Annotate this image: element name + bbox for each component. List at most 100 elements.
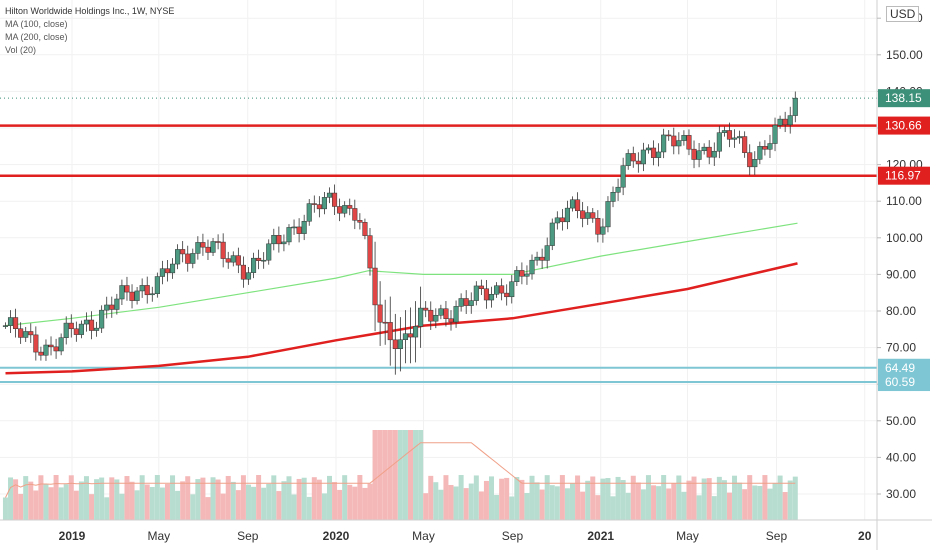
candle-body — [529, 259, 535, 275]
level-tag-text: 60.59 — [885, 375, 915, 389]
volume-bar — [575, 475, 581, 520]
volume-bar — [276, 491, 282, 520]
candle-body — [433, 314, 439, 322]
candle-body — [311, 203, 317, 205]
symbol-title[interactable]: Hilton Worldwide Holdings Inc., 1W, NYSE — [5, 6, 175, 16]
volume-bar — [407, 430, 413, 520]
volume-bar — [534, 482, 540, 520]
candle-body — [169, 263, 176, 274]
candle-body — [124, 285, 130, 293]
volume-bar — [326, 475, 332, 520]
candle-body — [509, 281, 515, 298]
volume-bar — [686, 480, 692, 520]
price-axis[interactable]: 30.0040.0050.0060.0070.0080.0090.00100.0… — [876, 0, 923, 550]
volume-bar — [711, 496, 717, 520]
candle-body — [544, 245, 550, 261]
volume-bar — [291, 494, 297, 520]
volume-bar — [225, 475, 231, 520]
volume-bar — [666, 488, 672, 520]
candle-body — [261, 259, 267, 262]
ma100-label[interactable]: MA (100, close) — [5, 19, 68, 29]
candle-body — [7, 317, 14, 326]
volume-bar — [387, 430, 393, 520]
candle-body — [321, 197, 327, 210]
candle-body — [630, 153, 636, 162]
volume-bar — [195, 479, 201, 520]
volume-bar — [539, 489, 545, 520]
volume-bar — [524, 492, 530, 520]
x-tick-label: 2019 — [59, 529, 86, 543]
volume-bar — [661, 475, 667, 520]
currency-selector[interactable]: USD — [886, 6, 920, 22]
candle-body — [397, 339, 403, 350]
volume-bar — [134, 490, 140, 520]
volume-bar — [640, 489, 646, 520]
volume-bar — [428, 475, 434, 520]
volume-bar — [615, 476, 621, 520]
volume-bar — [423, 493, 429, 520]
x-tick-label: Sep — [766, 529, 788, 543]
candle-body — [2, 325, 9, 327]
candle-body — [559, 217, 565, 223]
volume-bar — [372, 430, 378, 520]
time-axis[interactable]: 2019 May Sep 2020 May Sep 2021 May Sep 20 — [0, 519, 932, 543]
volume-bar — [645, 475, 651, 520]
y-tick-label: 70.00 — [886, 341, 916, 355]
candle-body — [494, 285, 500, 295]
candle-body — [88, 319, 95, 331]
volume-bar — [433, 482, 439, 520]
candle-body — [180, 249, 186, 255]
candle-body — [564, 207, 571, 223]
volume-bar — [89, 494, 95, 520]
ma200-label[interactable]: MA (200, close) — [5, 32, 68, 42]
candle-body — [256, 257, 262, 261]
candle-body — [407, 333, 414, 338]
volume-bar — [240, 475, 246, 520]
candle-body — [661, 134, 667, 153]
candle-body — [721, 130, 727, 133]
candle-body — [99, 309, 105, 329]
candle-body — [468, 300, 474, 306]
volume-bar — [549, 485, 555, 520]
volume-bar — [28, 481, 34, 520]
volume-bar — [230, 481, 236, 520]
grid-lines — [0, 0, 877, 520]
volume-label[interactable]: Vol (20) — [5, 45, 37, 55]
candle-body — [43, 344, 49, 356]
volume-bar — [251, 486, 257, 520]
candle-body — [109, 304, 115, 310]
volume-bar — [458, 475, 464, 520]
candle-body — [266, 243, 272, 261]
y-tick-label: 80.00 — [886, 304, 916, 318]
volume-bar — [772, 483, 778, 520]
candle-body — [620, 165, 626, 188]
volume-bar — [164, 484, 170, 520]
volume-bar — [144, 484, 150, 520]
candle-body — [600, 226, 606, 235]
candle-body — [640, 149, 646, 165]
volume-bar — [63, 484, 69, 520]
level-tag-text: 116.97 — [885, 169, 921, 183]
volume-bar — [600, 478, 606, 520]
candle-body — [119, 285, 125, 300]
candle-body — [590, 212, 596, 219]
candle-body — [245, 272, 252, 280]
volume-bar — [468, 483, 474, 520]
volume-bar — [18, 493, 24, 520]
volume-bar — [478, 491, 484, 520]
candle-body — [337, 206, 343, 214]
volume-bar — [215, 479, 221, 520]
volume-ma — [5, 442, 796, 498]
volume-bar — [752, 485, 758, 520]
candle-body — [595, 217, 601, 235]
y-tick-label: 150.00 — [886, 48, 923, 62]
volume-bar — [48, 487, 54, 520]
candle-body — [483, 288, 489, 301]
level-tag: 60.59 — [878, 373, 930, 392]
x-tick-label: 2020 — [323, 529, 350, 543]
candle-body — [676, 140, 682, 147]
volume-bar — [382, 430, 388, 520]
candle-body — [342, 205, 348, 214]
